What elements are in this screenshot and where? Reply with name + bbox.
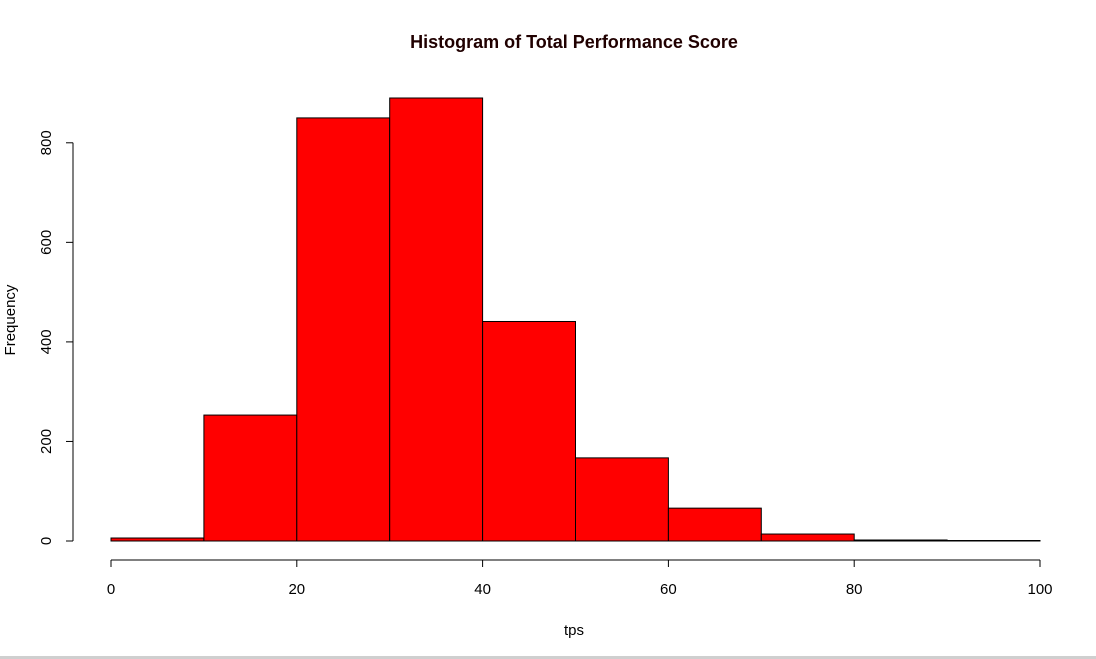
chart-title: Histogram of Total Performance Score bbox=[410, 32, 738, 52]
histogram-bar bbox=[390, 98, 483, 541]
x-axis: 0 20 40 60 80 100 bbox=[107, 560, 1053, 598]
x-tick-label: 40 bbox=[474, 581, 491, 598]
bars-group bbox=[111, 98, 1040, 541]
y-tick-label: 0 bbox=[38, 537, 55, 545]
histogram-bar bbox=[576, 458, 669, 541]
histogram-bar bbox=[761, 534, 854, 541]
y-tick-label: 600 bbox=[38, 230, 55, 255]
x-tick-label: 80 bbox=[846, 581, 863, 598]
y-axis: 0 200 400 600 800 bbox=[38, 130, 73, 545]
histogram-bar bbox=[111, 538, 204, 541]
y-axis-label: Frequency bbox=[2, 284, 19, 355]
x-axis-label: tps bbox=[564, 622, 584, 639]
y-tick-label: 800 bbox=[38, 130, 55, 155]
histogram-bar bbox=[204, 415, 297, 541]
histogram-bar bbox=[297, 118, 390, 541]
x-tick-label: 60 bbox=[660, 581, 677, 598]
x-tick-label: 100 bbox=[1027, 581, 1052, 598]
y-tick-label: 400 bbox=[38, 329, 55, 354]
histogram-bar bbox=[854, 540, 947, 541]
histogram-bar bbox=[668, 508, 761, 541]
x-tick-label: 20 bbox=[288, 581, 305, 598]
x-tick-label: 0 bbox=[107, 581, 115, 598]
histogram-bar bbox=[483, 321, 576, 541]
histogram-bar bbox=[947, 541, 1040, 542]
y-tick-label: 200 bbox=[38, 429, 55, 454]
